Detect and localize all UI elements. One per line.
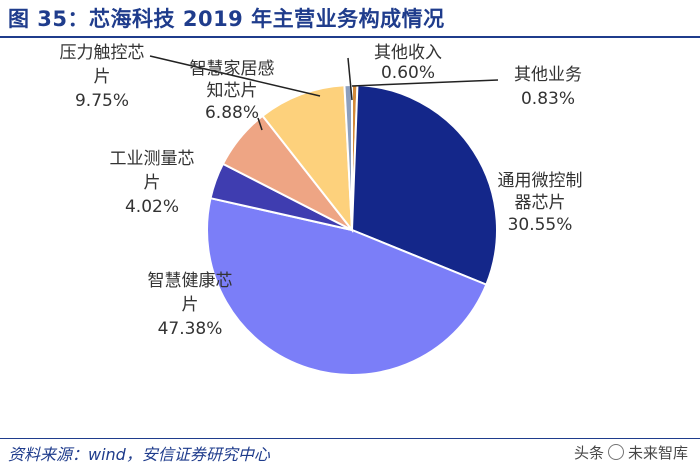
title-divider [0,36,700,38]
leader-line-6 [149,55,321,97]
leader-line-7 [351,79,499,87]
slice-label-line: 0.83% [521,89,575,109]
leader-line-5 [257,117,263,131]
leader-line-1 [347,57,353,101]
slice-label-line: 器芯片 [515,193,566,213]
slice-label-3: 智慧健康芯片 47.38% [148,271,233,339]
watermark: 头条 未来智库 [574,442,688,463]
chart-title: 图 35：芯海科技 2019 年主营业务构成情况 [8,7,445,31]
pie-slice-2 [350,84,498,286]
slice-label-line: 知芯片 [207,81,258,101]
watermark-logo-icon [607,444,624,460]
watermark-name: 未来智库 [627,444,688,462]
slice-label-line: 其他收入 [374,43,442,63]
slice-label-line: 4.02% [125,197,179,217]
slice-label-line: 9.75% [75,91,129,111]
title-bar: 图 35：芯海科技 2019 年主营业务构成情况 [0,0,700,36]
pie-chart: 其他收入 0.60%通用微控制器芯片 30.55%智慧健康芯片 47.38%工业测量芯… [60,43,583,376]
slice-label-line: 6.88% [205,103,259,123]
slice-label-line: 0.60% [381,63,435,83]
watermark-prefix: 头条 [573,444,604,462]
source-divider [0,438,700,439]
source-note: 资料来源：wind，安信证券研究中心 [8,445,270,464]
slice-labels: 其他收入 0.60%通用微控制器芯片 30.55%智慧健康芯片 47.38%工业测量芯… [60,43,583,339]
slice-label-line: 片 [144,173,161,193]
slice-label-line: 片 [94,67,111,87]
label-leader-lines [149,55,499,131]
slice-label-line: 其他业务 [514,65,582,85]
slice-label-1: 其他收入 0.60% [374,43,442,83]
pie-slice-7 [343,83,353,231]
pie-slices [206,83,498,376]
slice-label-6: 压力触控芯片 9.75% [60,43,145,111]
slice-label-line: 工业测量芯 [110,149,195,169]
slice-label-line: 通用微控制 [498,171,583,191]
pie-slice-3 [206,196,488,376]
slice-label-line: 片 [182,295,199,315]
slice-label-line: 智慧家居感 [190,59,275,79]
slice-label-line: 47.38% [158,319,223,339]
slice-label-4: 工业测量芯片 4.02% [110,149,195,217]
slice-label-line: 智慧健康芯 [148,271,233,291]
slice-label-2: 通用微控制器芯片 30.55% [498,171,583,235]
slice-label-line: 压力触控芯 [60,43,145,63]
pie-slice-6 [261,84,354,234]
slice-label-line: 30.55% [508,215,573,235]
slice-label-7: 其他业务 0.83% [514,65,582,109]
slice-label-5: 智慧家居感知芯片 6.88% [190,59,275,123]
